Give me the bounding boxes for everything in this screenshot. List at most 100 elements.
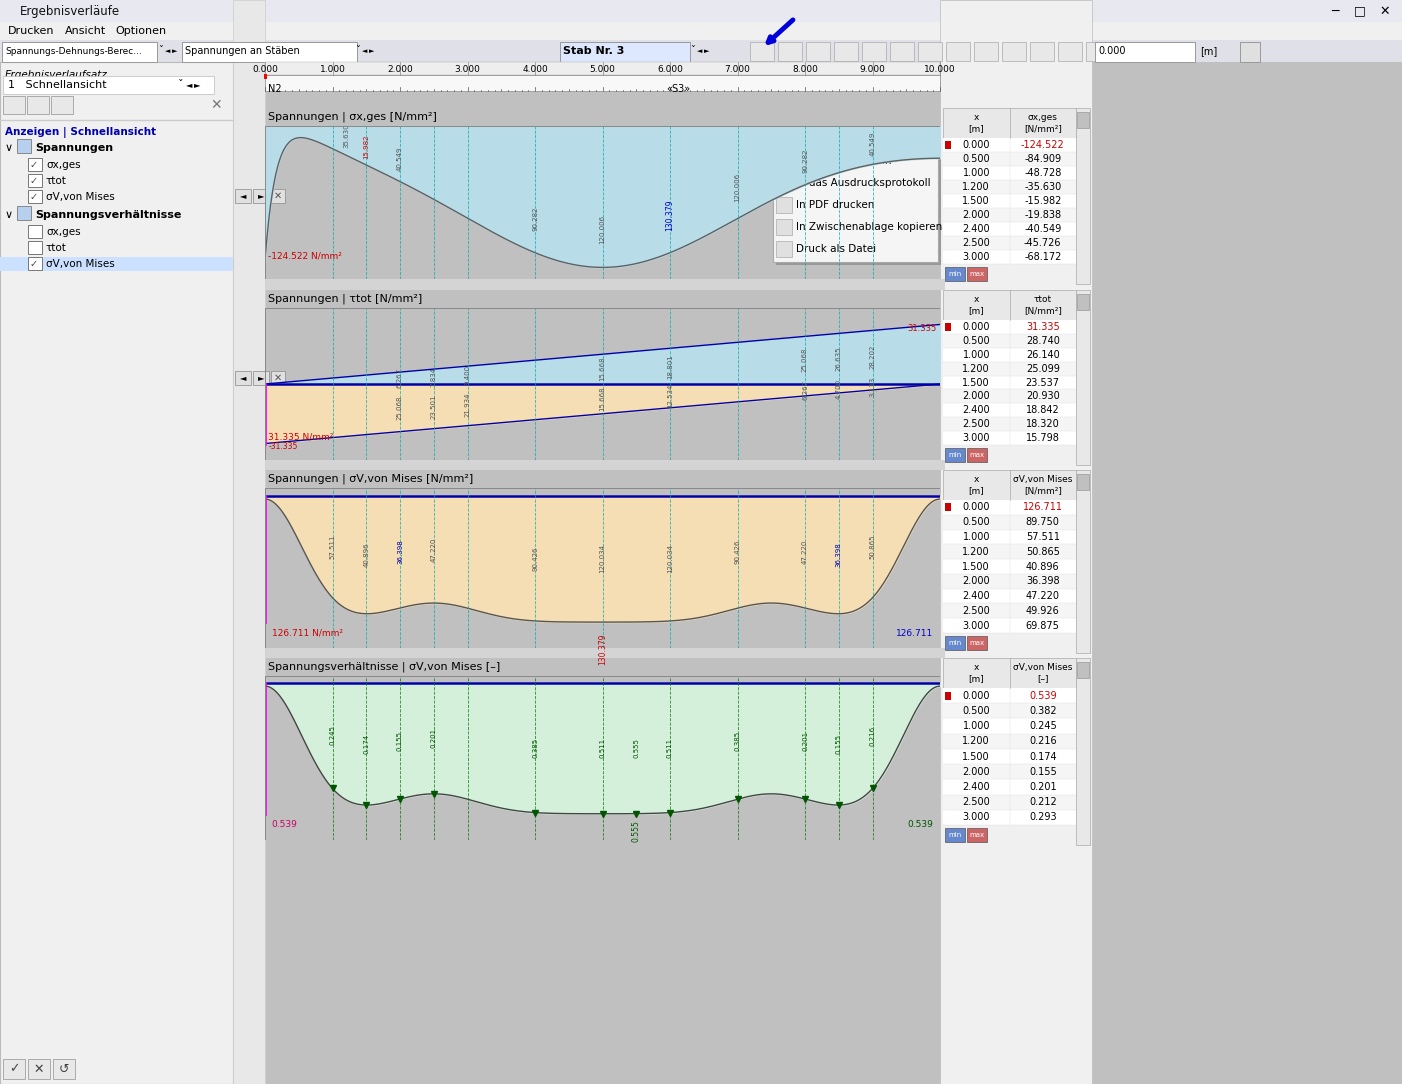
Text: ►: ► <box>172 48 178 54</box>
FancyBboxPatch shape <box>834 42 858 61</box>
Text: 0.201: 0.201 <box>1029 782 1057 792</box>
FancyBboxPatch shape <box>945 448 965 462</box>
Text: 40.896: 40.896 <box>1026 562 1060 571</box>
FancyBboxPatch shape <box>252 371 269 385</box>
FancyBboxPatch shape <box>750 42 774 61</box>
Text: 2.000: 2.000 <box>387 65 412 74</box>
Text: ✓: ✓ <box>8 1062 20 1075</box>
FancyBboxPatch shape <box>967 267 987 281</box>
Text: 2.000: 2.000 <box>962 577 990 586</box>
Text: 57.511: 57.511 <box>329 534 335 559</box>
Text: □: □ <box>1354 4 1366 17</box>
Text: 0.216: 0.216 <box>1029 736 1057 746</box>
Text: min: min <box>948 452 962 459</box>
Bar <box>944 604 1075 618</box>
Text: ◄: ◄ <box>362 48 367 54</box>
Text: ►: ► <box>258 192 264 201</box>
Text: 1.500: 1.500 <box>962 377 990 387</box>
Text: 0.539: 0.539 <box>1029 691 1057 700</box>
FancyBboxPatch shape <box>1095 42 1195 62</box>
Bar <box>265 488 939 648</box>
FancyBboxPatch shape <box>945 828 965 842</box>
Text: 12.534: 12.534 <box>667 384 673 408</box>
Text: x
[m]: x [m] <box>969 663 984 683</box>
Text: 2.400: 2.400 <box>962 405 990 415</box>
Bar <box>0 22 1402 40</box>
Text: τtot: τtot <box>46 176 67 186</box>
Text: ✕: ✕ <box>273 373 282 383</box>
Text: 1   Schnellansicht: 1 Schnellansicht <box>8 80 107 90</box>
Text: 9.000: 9.000 <box>859 65 886 74</box>
Text: -68.172: -68.172 <box>1023 251 1061 262</box>
Bar <box>236 279 945 291</box>
Text: -124.522: -124.522 <box>1021 140 1064 150</box>
FancyBboxPatch shape <box>236 371 251 385</box>
Text: 120.006: 120.006 <box>735 173 740 202</box>
Text: 126.711: 126.711 <box>1022 502 1063 513</box>
FancyBboxPatch shape <box>28 158 42 171</box>
Bar <box>944 795 1075 810</box>
Text: 90.282: 90.282 <box>802 149 808 173</box>
Text: 25.099: 25.099 <box>1026 363 1060 374</box>
Text: 6.267: 6.267 <box>802 379 808 400</box>
Text: [m]: [m] <box>1200 46 1217 56</box>
Text: 1.200: 1.200 <box>962 182 990 192</box>
Bar <box>944 375 1075 389</box>
Bar <box>944 810 1075 825</box>
Bar <box>775 153 792 169</box>
Bar <box>1075 291 1089 465</box>
Text: 47.220: 47.220 <box>802 540 808 564</box>
Text: In Zwischenablage kopieren: In Zwischenablage kopieren <box>796 222 942 232</box>
Text: 0.500: 0.500 <box>962 154 990 164</box>
Text: σx,ges
[N/mm²]: σx,ges [N/mm²] <box>1023 114 1061 132</box>
Text: 2.500: 2.500 <box>962 797 990 808</box>
Text: 0.155: 0.155 <box>397 731 402 751</box>
Text: 1.000: 1.000 <box>963 350 990 360</box>
Text: Ansicht: Ansicht <box>64 26 107 36</box>
Bar <box>775 241 792 257</box>
Bar <box>944 500 1075 515</box>
Text: 40.549: 40.549 <box>869 131 875 156</box>
Text: 0.000: 0.000 <box>252 65 278 74</box>
Text: ►: ► <box>193 80 200 90</box>
FancyBboxPatch shape <box>1239 42 1260 62</box>
Text: ✕: ✕ <box>34 1062 45 1075</box>
FancyBboxPatch shape <box>1059 42 1082 61</box>
Bar <box>944 779 1075 795</box>
FancyBboxPatch shape <box>918 42 942 61</box>
Text: 18.842: 18.842 <box>1026 405 1060 415</box>
Text: 130.379: 130.379 <box>599 633 607 664</box>
Text: Stab Nr. 3: Stab Nr. 3 <box>564 46 624 56</box>
Text: 0.000: 0.000 <box>963 502 990 513</box>
Text: ►: ► <box>369 48 374 54</box>
Text: 90.426: 90.426 <box>735 540 740 564</box>
Text: 50.865: 50.865 <box>1026 546 1060 557</box>
Bar <box>944 180 1075 194</box>
Text: 3.133: 3.133 <box>869 377 875 397</box>
Text: 15.668: 15.668 <box>600 387 606 411</box>
Text: 15.798: 15.798 <box>1026 433 1060 443</box>
Bar <box>944 166 1075 180</box>
Bar <box>939 0 1092 1084</box>
Text: 40.549: 40.549 <box>397 146 402 170</box>
Text: 0.201: 0.201 <box>802 731 808 751</box>
Text: 36.398: 36.398 <box>1026 577 1060 586</box>
Text: -84.909: -84.909 <box>1025 154 1061 164</box>
Text: σV,von Mises: σV,von Mises <box>46 192 115 202</box>
Bar <box>945 323 951 331</box>
Text: 0.201: 0.201 <box>430 728 437 748</box>
Text: x
[m]: x [m] <box>969 114 984 132</box>
Text: -19.838: -19.838 <box>1025 210 1061 220</box>
Text: 6.267: 6.267 <box>397 367 402 388</box>
Text: 0.385: 0.385 <box>735 731 740 751</box>
Bar <box>773 149 938 262</box>
Bar <box>0 40 1402 62</box>
Text: 120.006: 120.006 <box>600 215 606 244</box>
Text: 3.000: 3.000 <box>963 433 990 443</box>
FancyBboxPatch shape <box>945 636 965 650</box>
Text: 0.555: 0.555 <box>634 738 639 758</box>
Text: ✓: ✓ <box>29 259 38 269</box>
Text: 2.400: 2.400 <box>962 591 990 601</box>
FancyBboxPatch shape <box>806 42 830 61</box>
Text: 0.385: 0.385 <box>531 737 538 758</box>
